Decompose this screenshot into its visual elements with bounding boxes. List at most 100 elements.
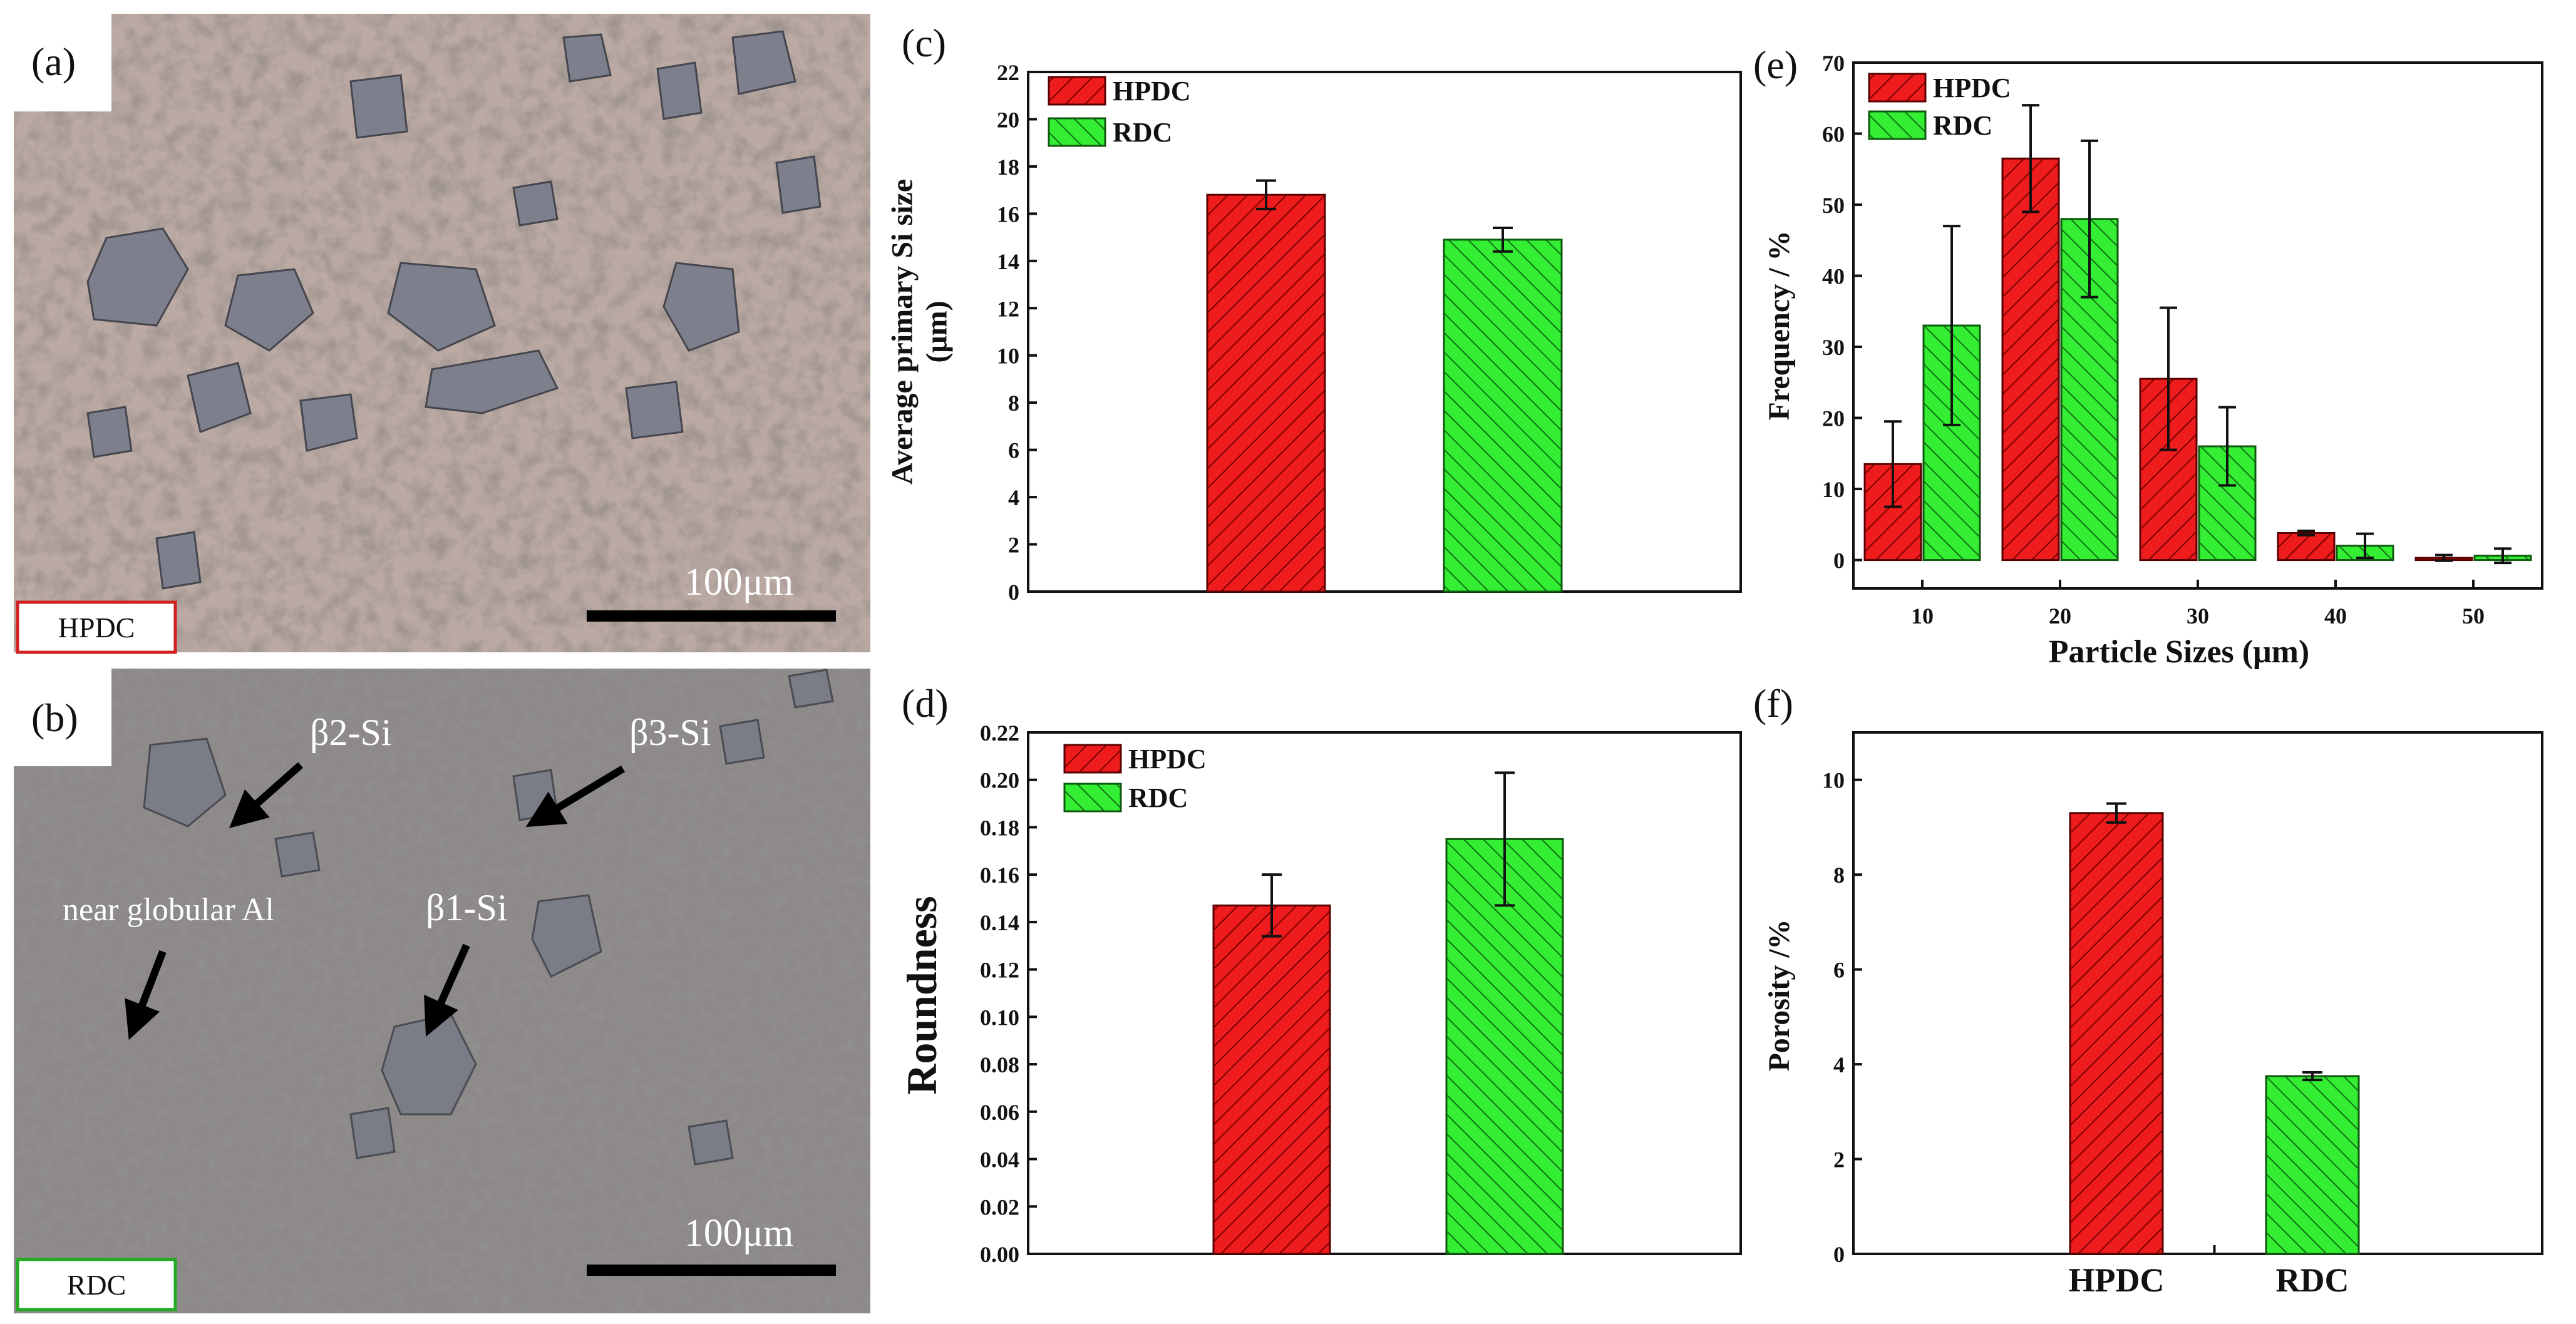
y-tick-label: 22 bbox=[997, 60, 1019, 85]
y-tick-label: 0.14 bbox=[980, 910, 1019, 935]
y-tick-label: 0.06 bbox=[980, 1100, 1019, 1125]
y-tick-label: 0.04 bbox=[980, 1147, 1019, 1173]
panel-label: (e) bbox=[1753, 43, 1798, 87]
badge-rdc bbox=[16, 1258, 177, 1311]
legend-swatch-hpdc bbox=[1048, 76, 1106, 106]
y-tick-label: 2 bbox=[1008, 533, 1019, 558]
y-axis-title-line: (μm) bbox=[920, 300, 954, 362]
y-axis-title: Porosity /% bbox=[1763, 919, 1796, 1071]
y-tick-label: 2 bbox=[1833, 1147, 1845, 1173]
x-tick-label: 20 bbox=[2049, 603, 2071, 629]
bar-hpdc bbox=[1212, 904, 1331, 1255]
y-tick-label: 0.10 bbox=[980, 1005, 1019, 1030]
arrow-beta2-si bbox=[229, 762, 303, 828]
micrograph-rdc: (b) β2-Si β3-Si near globular Al β1-Si R… bbox=[14, 669, 870, 1313]
y-tick-label: 8 bbox=[1008, 391, 1019, 416]
y-tick-label: 4 bbox=[1833, 1052, 1845, 1077]
scale-bar-b bbox=[587, 1265, 836, 1276]
legend-label-rdc: RDC bbox=[1113, 117, 1172, 148]
y-tick-label: 30 bbox=[1822, 335, 1845, 360]
panel-label-a: (a) bbox=[31, 39, 76, 84]
y-tick-label: 0.02 bbox=[980, 1194, 1019, 1219]
y-tick-label: 8 bbox=[1833, 863, 1845, 888]
bar-rdc bbox=[2265, 1075, 2360, 1255]
plot-frame bbox=[1027, 71, 1742, 593]
y-axis-title: Roundness bbox=[898, 896, 945, 1095]
panel-label: (f) bbox=[1753, 681, 1793, 726]
scale-bar-label-a: 100μm bbox=[684, 561, 793, 603]
y-tick-label: 10 bbox=[1822, 768, 1845, 793]
x-tick-label: 50 bbox=[2462, 603, 2485, 629]
label-box-b bbox=[14, 669, 111, 766]
y-tick-label: 0.18 bbox=[980, 815, 1019, 840]
y-axis-title: Frequency / % bbox=[1763, 230, 1796, 420]
y-tick-label: 0.08 bbox=[980, 1052, 1019, 1077]
x-category-label: HPDC bbox=[2069, 1261, 2165, 1299]
annotation-beta1-si: β1-Si bbox=[426, 887, 508, 928]
panel-label: (c) bbox=[902, 21, 946, 65]
legend-label-hpdc: HPDC bbox=[1128, 744, 1207, 774]
x-axis-title: Particle Sizes (μm) bbox=[2049, 634, 2309, 670]
y-tick-label: 40 bbox=[1822, 264, 1845, 289]
y-tick-label: 0.00 bbox=[980, 1242, 1019, 1267]
y-tick-label: 14 bbox=[997, 249, 1019, 274]
y-tick-label: 20 bbox=[1822, 406, 1845, 431]
legend-swatch-hpdc bbox=[1063, 744, 1122, 774]
chart-e-frequency: (e) 0 10 20 30 40 50 60 70 Frequency / % 10 20 30 40 5… bbox=[1753, 43, 2543, 670]
y-tick-label: 18 bbox=[997, 155, 1019, 180]
legend-label-rdc: RDC bbox=[1933, 110, 1992, 141]
chart-c-average-si-size: (c) 0 2 4 6 8 10 12 14 16 18 20 22 Average primary Si… bbox=[885, 21, 1742, 605]
annotation-beta2-si: β2-Si bbox=[310, 712, 392, 753]
y-axis-title: Average primary Si size(μm) bbox=[885, 179, 953, 485]
legend-label-hpdc: HPDC bbox=[1933, 73, 2011, 103]
legend-label-hpdc: HPDC bbox=[1113, 76, 1191, 106]
chart-f-porosity: (f) 0 2 4 6 8 10 Porosity /% HPDC RDC bbox=[1753, 681, 2543, 1299]
y-tick-label: 4 bbox=[1008, 485, 1019, 510]
bar-hpdc bbox=[1206, 193, 1326, 593]
bar-hpdc bbox=[2001, 157, 2060, 562]
y-tick-label: 0.20 bbox=[980, 768, 1019, 793]
y-tick-label: 70 bbox=[1822, 51, 1845, 76]
y-tick-label: 6 bbox=[1008, 438, 1019, 463]
y-tick-label: 10 bbox=[997, 344, 1019, 369]
plot-frame bbox=[1027, 731, 1742, 1255]
y-tick-label: 0 bbox=[1833, 1242, 1845, 1267]
y-tick-label: 16 bbox=[997, 202, 1019, 227]
primary-si-particles-a bbox=[86, 30, 822, 590]
badge-rdc-text: RDC bbox=[67, 1269, 126, 1301]
y-tick-label: 0 bbox=[1008, 580, 1019, 605]
y-tick-label: 60 bbox=[1822, 122, 1845, 147]
y-tick-label: 10 bbox=[1822, 477, 1845, 502]
badge-hpdc bbox=[16, 600, 177, 654]
x-category-label: RDC bbox=[2276, 1261, 2349, 1299]
bar-hpdc bbox=[2069, 812, 2164, 1255]
scale-bar-label-b: 100μm bbox=[684, 1212, 793, 1255]
bar-rdc bbox=[1443, 239, 1563, 593]
y-tick-label: 0.16 bbox=[980, 863, 1019, 888]
y-tick-label: 6 bbox=[1833, 958, 1845, 983]
legend-swatch-rdc bbox=[1868, 110, 1927, 140]
panel-label-b: (b) bbox=[31, 695, 78, 740]
annotation-beta3-si: β3-Si bbox=[629, 712, 711, 753]
arrow-globular-al bbox=[125, 950, 167, 1040]
micrograph-hpdc: (a) HPDC 100μm bbox=[14, 14, 870, 654]
y-tick-label: 0.12 bbox=[980, 958, 1019, 983]
bar-hpdc bbox=[2277, 531, 2336, 562]
legend-swatch-hpdc bbox=[1868, 73, 1927, 103]
arrow-beta3-si bbox=[525, 765, 626, 828]
arrow-beta1-si bbox=[424, 943, 470, 1037]
badge-hpdc-text: HPDC bbox=[58, 612, 135, 644]
y-tick-label: 12 bbox=[997, 296, 1019, 321]
legend-swatch-rdc bbox=[1063, 783, 1122, 813]
x-tick-label: 30 bbox=[2187, 603, 2209, 629]
scale-bar-a bbox=[587, 610, 836, 622]
y-tick-label: 0.22 bbox=[980, 721, 1019, 746]
panel-label: (d) bbox=[902, 681, 949, 726]
chart-d-roundness: (d) 0.00 0.02 0.04 0.06 0.08 0.10 0.12 0.14 0.16 0… bbox=[898, 681, 1742, 1267]
x-tick-label: 40 bbox=[2324, 603, 2347, 629]
legend-label-rdc: RDC bbox=[1128, 783, 1188, 813]
bar-rdc bbox=[1445, 838, 1564, 1255]
plot-frame bbox=[1852, 731, 2543, 1255]
y-tick-label: 20 bbox=[997, 107, 1019, 132]
